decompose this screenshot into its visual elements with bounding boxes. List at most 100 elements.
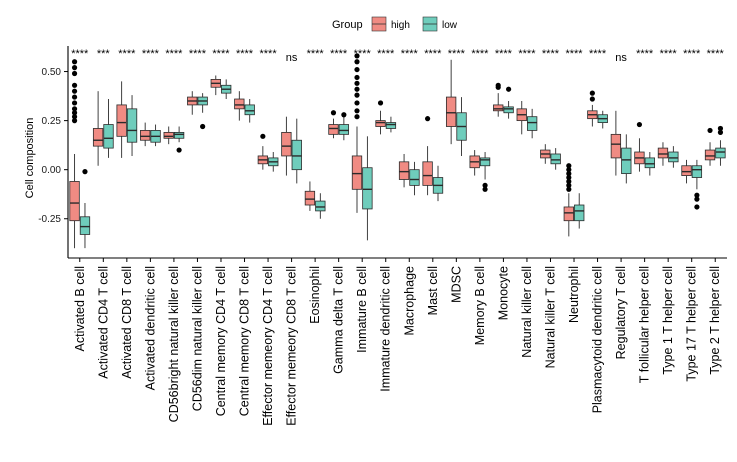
outlier-point bbox=[566, 171, 572, 177]
outlier-point bbox=[71, 59, 78, 65]
significance-label: **** bbox=[212, 48, 230, 60]
box-low bbox=[715, 147, 726, 159]
x-tick-label: Effector memeory CD4 T cell bbox=[261, 266, 275, 426]
outlier-point bbox=[71, 88, 78, 94]
box-low bbox=[315, 200, 326, 212]
outlier-point bbox=[354, 80, 360, 86]
significance-label: ns bbox=[615, 52, 627, 64]
significance-label: **** bbox=[542, 48, 560, 60]
box-high bbox=[445, 96, 457, 127]
outlier-point bbox=[71, 114, 78, 120]
y-tick-label: 0.00 bbox=[42, 165, 62, 176]
box-high bbox=[493, 104, 504, 112]
x-tick-label: Type 2 T helper cell bbox=[708, 266, 722, 375]
box-high bbox=[351, 155, 363, 190]
outlier-point bbox=[330, 110, 337, 116]
significance-label: **** bbox=[636, 48, 654, 60]
box-high bbox=[681, 165, 692, 176]
x-tick-label: Macrophage bbox=[402, 266, 416, 336]
y-tick-label: 0.25 bbox=[42, 116, 62, 127]
box-high bbox=[140, 130, 151, 141]
box-low bbox=[503, 106, 514, 114]
outlier-point bbox=[694, 196, 700, 202]
outlier-point bbox=[71, 65, 78, 71]
outlier-point bbox=[354, 53, 360, 59]
x-tick-label: Monocyte bbox=[496, 266, 510, 320]
y-axis-title: Cell composition bbox=[24, 118, 36, 199]
outlier-point bbox=[566, 174, 572, 181]
box-low bbox=[691, 165, 703, 178]
outlier-point bbox=[482, 186, 488, 192]
x-tick-label: CD56bright natural killer cell bbox=[167, 266, 181, 422]
box-high bbox=[657, 147, 669, 159]
x-tick-label: Natural killer cell bbox=[520, 266, 534, 358]
outlier-point bbox=[377, 100, 384, 106]
box-low bbox=[644, 157, 655, 169]
significance-label: **** bbox=[448, 48, 466, 60]
outlier-point bbox=[566, 182, 572, 188]
box-high bbox=[281, 131, 292, 157]
outlier-point bbox=[71, 100, 78, 106]
outlier-point bbox=[566, 186, 572, 192]
box-low bbox=[668, 151, 679, 163]
significance-label: **** bbox=[565, 48, 583, 60]
outlier-point bbox=[71, 106, 78, 112]
significance-label: **** bbox=[354, 48, 372, 60]
outlier-point bbox=[354, 100, 360, 106]
outlier-point bbox=[71, 70, 78, 77]
outlier-point bbox=[717, 129, 724, 135]
x-tick-label: T follicular helper cell bbox=[638, 266, 652, 383]
box-low bbox=[291, 139, 302, 171]
x-tick-label: Neutrophil bbox=[567, 266, 581, 323]
significance-label: **** bbox=[660, 48, 678, 60]
x-tick-label: MDSC bbox=[449, 266, 463, 303]
outlier-point bbox=[354, 114, 360, 120]
outlier-point bbox=[341, 112, 347, 118]
box-low bbox=[479, 157, 491, 167]
significance-label: **** bbox=[165, 48, 183, 60]
box-low bbox=[338, 124, 350, 135]
outlier-point bbox=[71, 94, 78, 100]
outlier-point bbox=[260, 133, 266, 139]
x-tick-label: Gamma delta T cell bbox=[332, 266, 346, 374]
outlier-point bbox=[71, 110, 78, 116]
significance-label: **** bbox=[401, 48, 419, 60]
box-low bbox=[526, 116, 538, 131]
box-low bbox=[550, 153, 561, 165]
box-low bbox=[621, 147, 632, 175]
x-tick-label: CD56dim natural killer cell bbox=[190, 266, 204, 411]
outlier-point bbox=[506, 86, 512, 92]
box-low bbox=[244, 104, 255, 116]
box-high bbox=[304, 190, 316, 206]
box-high bbox=[375, 120, 386, 127]
x-tick-label: Plasmacytoid dendritic cell bbox=[591, 266, 605, 413]
outlier-point bbox=[636, 121, 643, 128]
outlier-point bbox=[694, 192, 700, 198]
outlier-point bbox=[566, 163, 572, 169]
outlier-point bbox=[71, 118, 78, 124]
x-tick-label: Activated CD4 T cell bbox=[96, 266, 110, 379]
box-high bbox=[563, 206, 574, 222]
x-tick-label: Eosinophil bbox=[308, 266, 322, 324]
outlier-point bbox=[354, 92, 360, 98]
significance-label: **** bbox=[189, 48, 207, 60]
x-tick-label: Memory B cell bbox=[473, 266, 487, 345]
significance-label: ns bbox=[286, 52, 298, 64]
box-low bbox=[362, 167, 373, 210]
box-low bbox=[79, 216, 91, 235]
box-high bbox=[234, 98, 245, 110]
significance-label: **** bbox=[424, 48, 442, 60]
x-tick-label: Activated CD8 T cell bbox=[120, 266, 134, 379]
legend-label-low: low bbox=[442, 20, 458, 31]
outlier-point bbox=[354, 86, 360, 92]
x-tick-label: Immature B cell bbox=[355, 266, 369, 353]
significance-label: **** bbox=[71, 48, 89, 60]
outlier-point bbox=[589, 90, 595, 96]
outlier-point bbox=[425, 116, 431, 122]
box-high bbox=[92, 128, 104, 147]
significance-label: **** bbox=[118, 48, 136, 60]
significance-label: **** bbox=[589, 48, 607, 60]
outlier-point bbox=[482, 182, 488, 188]
x-tick-label: Natural killer T cell bbox=[543, 266, 557, 368]
